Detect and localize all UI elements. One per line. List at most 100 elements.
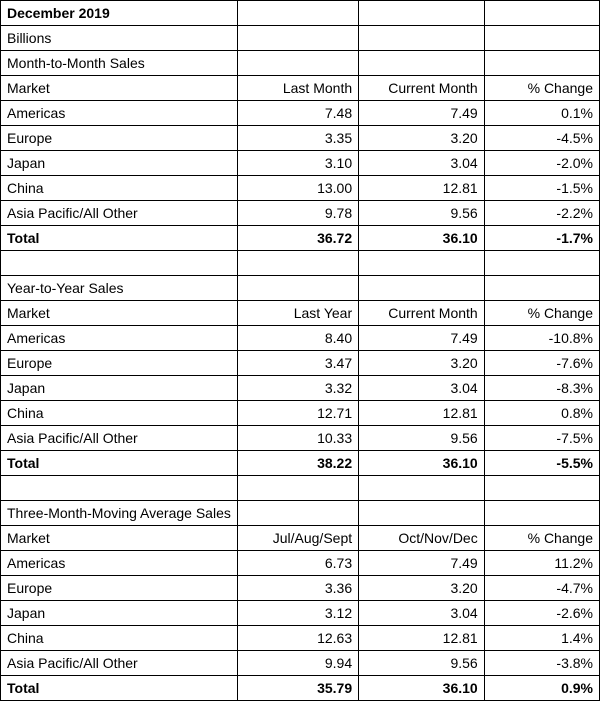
table-row: Asia Pacific/All Other 9.78 9.56 -2.2%	[1, 201, 600, 226]
total-a: 36.72	[237, 226, 358, 251]
pct-cell: 11.2%	[484, 551, 599, 576]
pct-cell: -3.8%	[484, 651, 599, 676]
value-cell: 3.20	[359, 576, 485, 601]
blank-cell	[237, 476, 358, 501]
market-cell: Asia Pacific/All Other	[1, 426, 238, 451]
blank-cell	[1, 476, 238, 501]
table-row: China 12.63 12.81 1.4%	[1, 626, 600, 651]
blank-cell	[359, 1, 485, 26]
value-cell: 9.56	[359, 651, 485, 676]
total-pct: -5.5%	[484, 451, 599, 476]
value-cell: 9.56	[359, 201, 485, 226]
section1-header-row: Market Last Month Current Month % Change	[1, 76, 600, 101]
pct-cell: -4.7%	[484, 576, 599, 601]
sales-table: December 2019 Billions Month-to-Month Sa…	[0, 0, 600, 701]
table-row: Americas 7.48 7.49 0.1%	[1, 101, 600, 126]
table-row: Japan 3.32 3.04 -8.3%	[1, 376, 600, 401]
blank-cell	[237, 251, 358, 276]
title-row: December 2019	[1, 1, 600, 26]
pct-header: % Change	[484, 301, 599, 326]
value-cell: 7.49	[359, 101, 485, 126]
value-cell: 9.94	[237, 651, 358, 676]
section3-colA: Jul/Aug/Sept	[237, 526, 358, 551]
table-row: Asia Pacific/All Other 9.94 9.56 -3.8%	[1, 651, 600, 676]
blank-cell	[359, 476, 485, 501]
table-row: Americas 8.40 7.49 -10.8%	[1, 326, 600, 351]
blank-cell	[359, 251, 485, 276]
table-row: Europe 3.36 3.20 -4.7%	[1, 576, 600, 601]
total-b: 36.10	[359, 676, 485, 701]
section3-total-row: Total 35.79 36.10 0.9%	[1, 676, 600, 701]
total-b: 36.10	[359, 226, 485, 251]
value-cell: 7.48	[237, 101, 358, 126]
market-cell: Europe	[1, 126, 238, 151]
blank-cell	[484, 476, 599, 501]
value-cell: 12.81	[359, 176, 485, 201]
market-header: Market	[1, 526, 238, 551]
total-a: 38.22	[237, 451, 358, 476]
market-cell: Japan	[1, 601, 238, 626]
total-label: Total	[1, 226, 238, 251]
market-cell: Americas	[1, 551, 238, 576]
table-row: China 12.71 12.81 0.8%	[1, 401, 600, 426]
pct-cell: -7.5%	[484, 426, 599, 451]
value-cell: 3.04	[359, 151, 485, 176]
market-cell: Japan	[1, 376, 238, 401]
section2-header-row: Market Last Year Current Month % Change	[1, 301, 600, 326]
value-cell: 10.33	[237, 426, 358, 451]
value-cell: 12.63	[237, 626, 358, 651]
pct-cell: -8.3%	[484, 376, 599, 401]
section2-colA: Last Year	[237, 301, 358, 326]
section3-name: Three-Month-Moving Average Sales	[1, 501, 238, 526]
market-cell: Japan	[1, 151, 238, 176]
blank-cell	[1, 251, 238, 276]
pct-cell: -4.5%	[484, 126, 599, 151]
total-pct: 0.9%	[484, 676, 599, 701]
table-row: Japan 3.10 3.04 -2.0%	[1, 151, 600, 176]
table-row: Americas 6.73 7.49 11.2%	[1, 551, 600, 576]
unit-label: Billions	[1, 26, 238, 51]
market-cell: Asia Pacific/All Other	[1, 651, 238, 676]
total-label: Total	[1, 451, 238, 476]
value-cell: 3.36	[237, 576, 358, 601]
value-cell: 9.56	[359, 426, 485, 451]
pct-cell: 0.1%	[484, 101, 599, 126]
value-cell: 3.32	[237, 376, 358, 401]
total-a: 35.79	[237, 676, 358, 701]
value-cell: 3.12	[237, 601, 358, 626]
value-cell: 3.10	[237, 151, 358, 176]
blank-cell	[237, 26, 358, 51]
pct-header: % Change	[484, 526, 599, 551]
table-row: Japan 3.12 3.04 -2.6%	[1, 601, 600, 626]
section1-name: Month-to-Month Sales	[1, 51, 238, 76]
value-cell: 7.49	[359, 326, 485, 351]
blank-cell	[237, 51, 358, 76]
value-cell: 12.71	[237, 401, 358, 426]
blank-cell	[237, 501, 358, 526]
blank-cell	[484, 51, 599, 76]
blank-cell	[484, 1, 599, 26]
market-cell: Europe	[1, 576, 238, 601]
blank-cell	[484, 501, 599, 526]
section1-total-row: Total 36.72 36.10 -1.7%	[1, 226, 600, 251]
market-cell: China	[1, 626, 238, 651]
section1-colB: Current Month	[359, 76, 485, 101]
market-header: Market	[1, 301, 238, 326]
value-cell: 3.35	[237, 126, 358, 151]
value-cell: 13.00	[237, 176, 358, 201]
pct-cell: 1.4%	[484, 626, 599, 651]
market-header: Market	[1, 76, 238, 101]
blank-cell	[359, 501, 485, 526]
blank-cell	[359, 51, 485, 76]
blank-cell	[359, 26, 485, 51]
unit-row: Billions	[1, 26, 600, 51]
section1-colA: Last Month	[237, 76, 358, 101]
report-title: December 2019	[1, 1, 238, 26]
section3-header-row: Market Jul/Aug/Sept Oct/Nov/Dec % Change	[1, 526, 600, 551]
section3-title-row: Three-Month-Moving Average Sales	[1, 501, 600, 526]
table-row: Asia Pacific/All Other 10.33 9.56 -7.5%	[1, 426, 600, 451]
blank-cell	[237, 1, 358, 26]
blank-cell	[359, 276, 485, 301]
blank-row	[1, 251, 600, 276]
blank-cell	[484, 251, 599, 276]
